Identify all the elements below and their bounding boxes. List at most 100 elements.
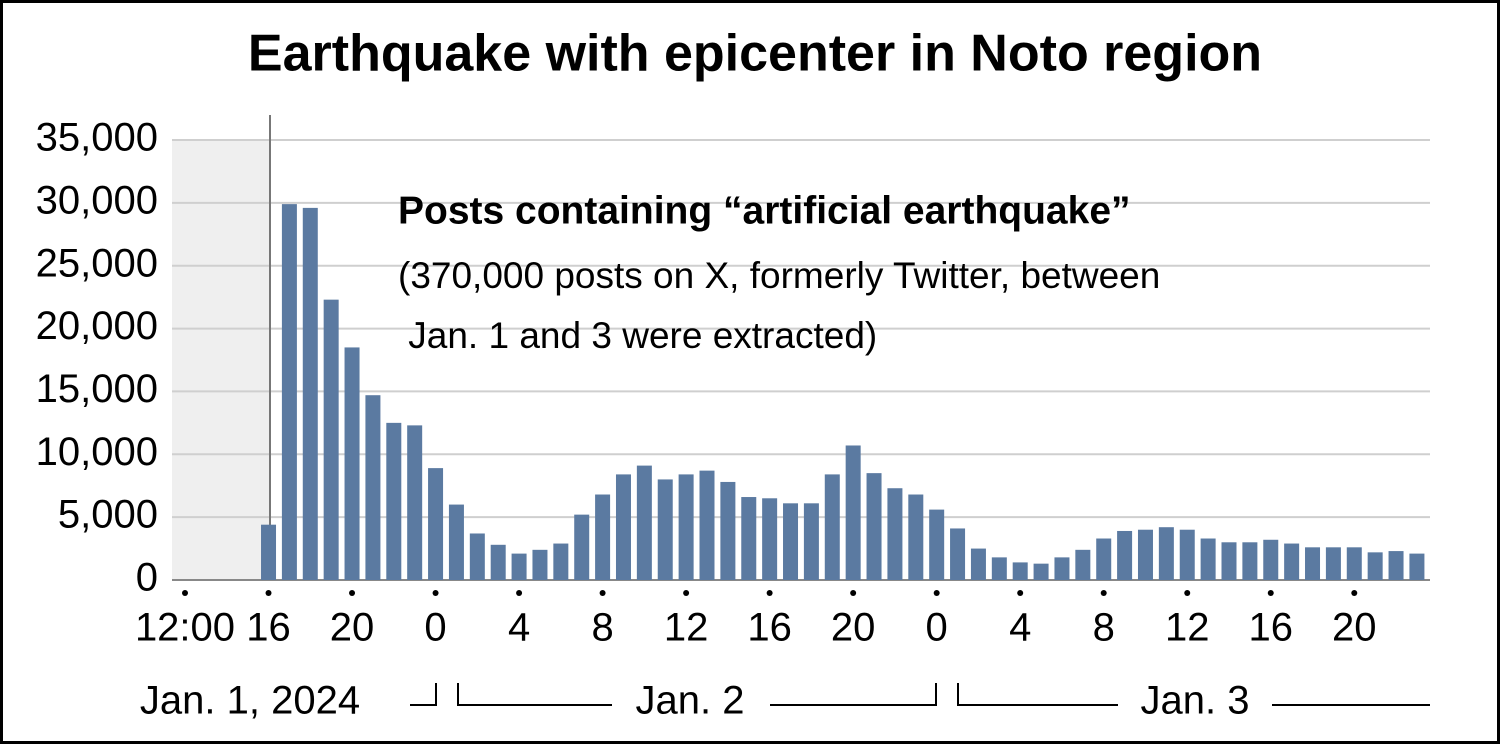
bar: [1367, 552, 1383, 580]
bar: [1242, 542, 1258, 580]
x-tick-label: 12:00: [135, 606, 235, 650]
y-tick-label: 0: [136, 556, 158, 600]
bracket: [457, 683, 612, 706]
y-tick-label: 35,000: [36, 116, 158, 160]
bar: [1325, 547, 1341, 580]
x-tick-mark: [1351, 590, 1358, 596]
grid: [172, 139, 1430, 581]
bar: [1033, 563, 1049, 580]
bar: [1179, 529, 1195, 580]
y-tick-label: 15,000: [36, 367, 158, 411]
y-tick-label: 10,000: [36, 430, 158, 474]
bar: [323, 299, 339, 580]
bar: [281, 204, 297, 580]
bar: [1346, 547, 1362, 580]
bar: [1054, 557, 1070, 580]
x-tick-mark: [432, 590, 439, 596]
bar: [1137, 529, 1153, 580]
x-tick-mark: [933, 590, 940, 596]
bar: [615, 474, 631, 580]
bar: [386, 422, 402, 580]
x-tick-mark: [349, 590, 356, 596]
x-tick-mark: [850, 590, 857, 596]
x-tick-label: 0: [424, 606, 446, 650]
bar: [845, 445, 861, 580]
bar: [803, 503, 819, 580]
bar: [762, 498, 778, 580]
x-tick-mark: [683, 590, 690, 596]
bar: [469, 533, 485, 580]
x-tick-label: 20: [831, 606, 876, 650]
bars: [261, 204, 1425, 580]
bar: [636, 465, 652, 580]
x-tick-label: 20: [1332, 606, 1377, 650]
bar: [950, 528, 966, 580]
annotation-line: Jan. 1 and 3 were extracted): [398, 315, 877, 356]
bar: [678, 474, 694, 580]
x-tick-label: 16: [747, 606, 792, 650]
x-tick-label: 4: [508, 606, 530, 650]
bar: [490, 544, 506, 580]
x-tick-mark: [1267, 590, 1274, 596]
bar: [574, 514, 590, 580]
bar: [407, 425, 423, 580]
date-label: Jan. 1, 2024: [140, 679, 360, 723]
annotation-title: Posts containing “artificial earthquake”: [398, 189, 1131, 232]
y-tick-label: 30,000: [36, 178, 158, 222]
x-tick-mark: [1017, 590, 1024, 596]
bar: [1158, 527, 1174, 580]
x-tick-label: 0: [926, 606, 948, 650]
bar: [1096, 538, 1112, 580]
y-tick-label: 25,000: [36, 241, 158, 285]
x-tick-mark: [1184, 590, 1191, 596]
date-label: Jan. 2: [636, 679, 745, 723]
x-tick-label: 12: [1165, 606, 1210, 650]
x-tick-mark: [1100, 590, 1107, 596]
bar: [448, 504, 464, 580]
y-tick-label: 20,000: [36, 304, 158, 348]
bar: [532, 549, 548, 580]
bar: [970, 548, 986, 580]
bar: [1221, 542, 1237, 580]
x-tick-label: 16: [1249, 606, 1294, 650]
bar: [783, 503, 799, 580]
bar: [1388, 551, 1404, 580]
bar: [699, 470, 715, 580]
x-tick-mark: [599, 590, 606, 596]
bar: [887, 488, 903, 580]
x-tick-label: 8: [1093, 606, 1115, 650]
bar: [595, 494, 611, 580]
bar: [929, 509, 945, 580]
bar: [741, 497, 757, 580]
x-tick-mark: [516, 590, 523, 596]
bracket: [410, 683, 437, 706]
x-tick-mark: [766, 590, 773, 596]
bar: [657, 479, 673, 580]
x-tick-label: 4: [1009, 606, 1031, 650]
bar: [991, 557, 1007, 580]
bar: [1284, 543, 1300, 580]
bar: [908, 494, 924, 580]
bar: [1305, 547, 1321, 580]
y-tick-label: 5,000: [58, 493, 158, 537]
date-brackets: [410, 683, 1430, 706]
bar: [1012, 562, 1028, 580]
bar: [1409, 553, 1425, 580]
bar: [824, 474, 840, 580]
x-tick-label: 8: [591, 606, 613, 650]
bar: [511, 553, 527, 580]
bracket: [770, 683, 937, 706]
bar: [1117, 530, 1133, 580]
bar: [1263, 539, 1279, 580]
bar: [1075, 549, 1091, 580]
x-tick-mark: [265, 590, 272, 596]
bar: [302, 207, 318, 580]
bar: [720, 481, 736, 580]
bar: [553, 543, 569, 580]
pre-quake-shade: [172, 140, 270, 580]
x-tick-label: 12: [664, 606, 709, 650]
x-tick-mark: [182, 590, 188, 596]
x-tick-label: 16: [246, 606, 291, 650]
annotation-line: (370,000 posts on X, formerly Twitter, b…: [398, 255, 1160, 296]
